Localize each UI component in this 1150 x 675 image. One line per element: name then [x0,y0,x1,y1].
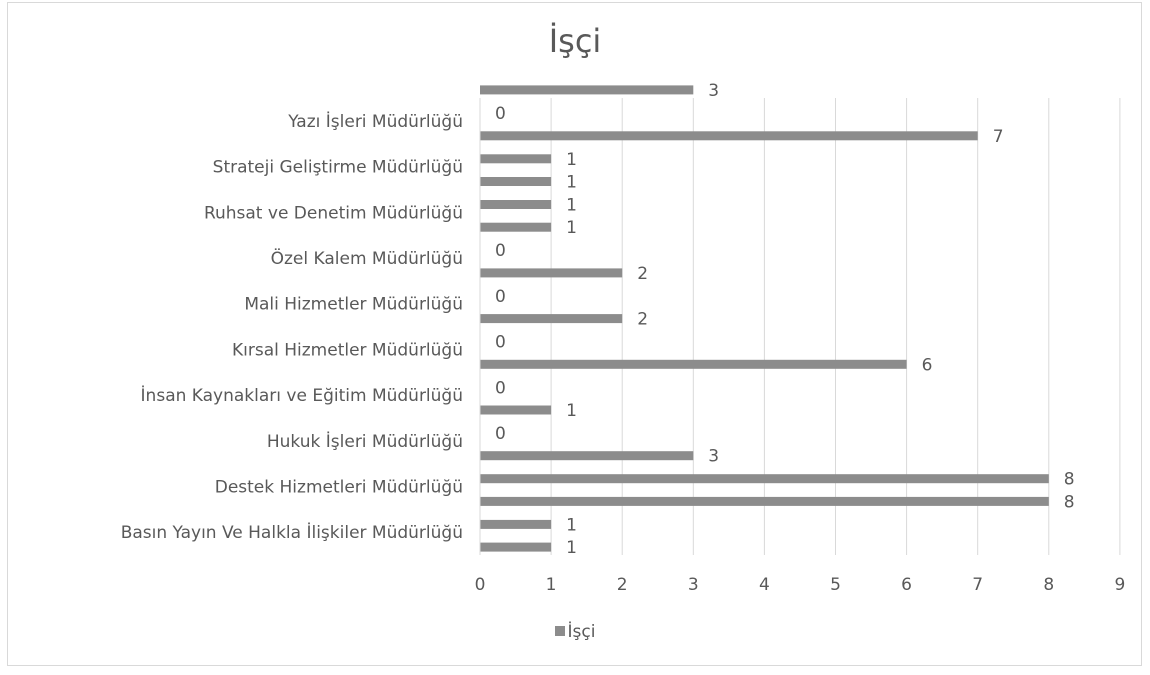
data-label: 0 [495,424,506,444]
data-label: 6 [922,355,933,375]
bar [480,451,694,461]
data-label: 8 [1064,470,1075,490]
category-label: Destek Hizmetleri Müdürlüğü [215,477,463,497]
x-tick-label: 2 [617,575,628,595]
data-label: 1 [566,218,577,238]
x-tick-label: 5 [830,575,841,595]
data-label: 0 [495,104,506,124]
data-label: 2 [637,310,648,330]
x-tick-label: 7 [972,575,983,595]
category-label: Basın Yayın Ve Halkla İlişkiler Müdürlüğ… [121,522,463,543]
bar [480,359,907,369]
category-label: Yazı İşleri Müdürlüğü [287,111,463,132]
data-label: 0 [495,241,506,261]
bar [480,222,552,232]
bar [480,474,1049,484]
x-tick-label: 3 [688,575,699,595]
legend: İşçi [0,622,1150,642]
bar [480,405,552,415]
x-tick-label: 0 [475,575,486,595]
category-label: Özel Kalem Müdürlüğü [271,247,463,269]
data-label: 1 [566,538,577,558]
x-tick-label: 9 [1114,575,1125,595]
category-label: Ruhsat ve Denetim Müdürlüğü [204,203,463,223]
legend-label: İşçi [567,622,596,642]
bar [480,496,1049,506]
category-label: Mali Hizmetler Müdürlüğü [244,295,463,315]
data-label: 1 [566,401,577,421]
data-label: 3 [708,81,719,101]
bar [480,200,552,209]
x-tick-label: 1 [546,575,557,595]
data-label: 1 [566,173,577,193]
data-label: 0 [495,287,506,307]
data-label: 1 [566,515,577,535]
data-label: 3 [708,447,719,467]
bar [480,314,623,324]
chart-frame [7,2,1142,666]
category-label: Strateji Geliştirme Müdürlüğü [213,158,463,178]
data-label: 7 [993,127,1004,147]
bar [480,154,552,164]
data-label: 0 [495,333,506,353]
category-label: Kırsal Hizmetler Müdürlüğü [232,340,463,360]
x-tick-label: 8 [1043,575,1054,595]
bar [480,268,623,278]
data-label: 1 [566,150,577,170]
bar [480,85,694,95]
legend-swatch [554,626,565,636]
chart-title: İşçi [548,22,602,60]
x-tick-label: 6 [901,575,912,595]
category-label: İnsan Kaynakları ve Eğitim Müdürlüğü [141,385,463,406]
data-label: 1 [566,196,577,216]
data-label: 0 [495,378,506,398]
bar [480,177,552,186]
category-label: Hukuk İşleri Müdürlüğü [267,431,463,452]
bar [480,131,978,141]
bar [480,519,552,529]
bar [480,542,552,552]
x-tick-label: 4 [759,575,770,595]
data-label: 2 [637,264,648,284]
data-label: 8 [1064,492,1075,512]
